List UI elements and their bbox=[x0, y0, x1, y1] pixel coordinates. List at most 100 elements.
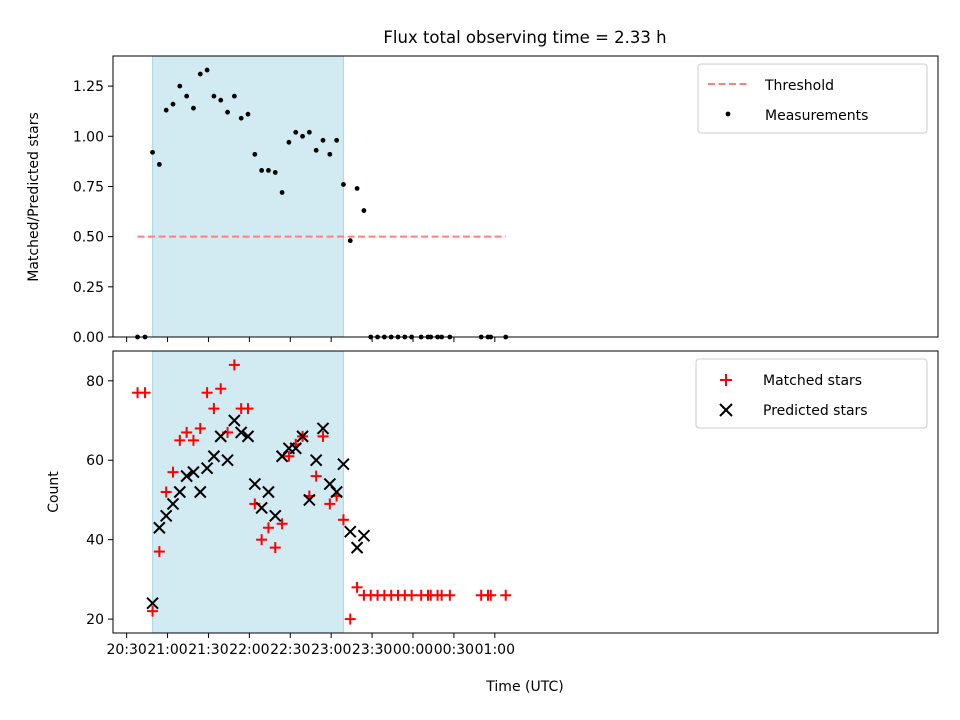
threshold-legend-label: Threshold bbox=[764, 78, 834, 94]
measurement-point bbox=[204, 67, 210, 73]
matched-star-marker bbox=[500, 589, 512, 601]
matched-star-marker bbox=[167, 466, 179, 478]
measurement-point bbox=[361, 208, 367, 213]
predicted-star-marker bbox=[228, 414, 241, 427]
predicted-star-marker bbox=[337, 457, 350, 471]
measurement-point bbox=[354, 186, 360, 191]
count-legend-box bbox=[695, 358, 928, 429]
count-y-tick-label: 60 bbox=[86, 453, 104, 469]
matched-star-marker bbox=[174, 434, 186, 446]
measurement-points bbox=[135, 67, 509, 340]
matched-star-marker bbox=[444, 589, 456, 601]
x-tick-label: 23:30 bbox=[352, 642, 392, 658]
predicted-legend-swatch bbox=[719, 403, 733, 417]
measurement-point bbox=[184, 93, 190, 99]
matched-star-marker bbox=[194, 422, 206, 434]
ratio-y-tick-label: 0.00 bbox=[73, 330, 104, 346]
predicted-star-marker bbox=[269, 509, 282, 523]
ratio-panel: 0.00 0.25 0.50 0.75 1.00 1.25 Matched/Predict… bbox=[26, 55, 939, 346]
matched-star-marker bbox=[208, 403, 220, 415]
predicted-star-marker bbox=[187, 465, 200, 479]
chart-title: Flux total observing time = 2.33 h bbox=[383, 28, 666, 47]
ratio-plot-frame bbox=[112, 55, 939, 338]
matched-star-marker bbox=[351, 581, 363, 593]
count-legend: Matched stars Predicted stars bbox=[695, 358, 928, 429]
predicted-star-marker bbox=[255, 501, 268, 515]
x-axis-label: Time (UTC) bbox=[485, 679, 563, 695]
measurement-point bbox=[163, 107, 169, 113]
matched-legend-label: Matched stars bbox=[763, 373, 862, 389]
matched-star-marker bbox=[262, 522, 274, 534]
predicted-star-marker bbox=[200, 461, 214, 475]
predicted-star-marker bbox=[180, 469, 193, 483]
measurement-point bbox=[259, 168, 265, 173]
count-observing-span bbox=[152, 350, 344, 634]
measurements-legend-label: Measurements bbox=[765, 108, 868, 124]
predicted-star-marker bbox=[296, 430, 309, 443]
matched-star-marker bbox=[181, 426, 193, 438]
measurement-point bbox=[341, 182, 346, 187]
measurement-point bbox=[293, 129, 299, 135]
measurement-point bbox=[252, 151, 258, 157]
x-tick-label: 00:00 bbox=[393, 642, 433, 658]
predicted-star-marker bbox=[248, 477, 262, 491]
predicted-star-marker bbox=[262, 485, 275, 499]
ratio-axis-ticks: 0.00 0.25 0.50 0.75 1.00 1.25 bbox=[73, 79, 496, 346]
x-tick-label: 21:30 bbox=[188, 642, 228, 658]
predicted-star-marker bbox=[309, 454, 323, 467]
ratio-legend-box bbox=[697, 63, 928, 134]
measurement-point bbox=[177, 83, 183, 89]
matched-star-markers bbox=[132, 359, 512, 625]
matched-star-marker bbox=[310, 470, 322, 482]
count-y-tick-label: 20 bbox=[86, 612, 104, 628]
x-tick-label: 01:00 bbox=[475, 642, 515, 658]
x-tick-label: 21:00 bbox=[147, 642, 187, 658]
predicted-star-marker bbox=[344, 525, 357, 538]
measurement-point bbox=[191, 105, 196, 111]
measurement-point bbox=[347, 238, 353, 244]
matched-star-marker bbox=[344, 613, 356, 625]
predicted-star-marker bbox=[194, 485, 207, 499]
ratio-y-tick-label: 0.75 bbox=[73, 179, 104, 195]
measurement-point bbox=[327, 151, 333, 157]
ratio-y-tick-label: 1.00 bbox=[73, 129, 104, 145]
predicted-star-marker bbox=[166, 497, 180, 511]
count-panel: 20:30 21:00 21:30 22:00 22:30 23:00 23:30 00:00… bbox=[46, 350, 939, 695]
x-tick-label: 20:30 bbox=[106, 642, 146, 658]
measurement-point bbox=[320, 137, 326, 143]
measurement-point bbox=[272, 170, 278, 175]
count-observing-span-rect bbox=[152, 350, 344, 634]
matched-star-marker bbox=[324, 498, 336, 510]
ratio-y-tick-label: 0.25 bbox=[73, 280, 104, 296]
predicted-star-marker bbox=[303, 493, 316, 507]
measurements-legend-swatch bbox=[725, 111, 731, 117]
matched-star-marker bbox=[160, 486, 172, 498]
count-y-tick-label: 80 bbox=[86, 374, 104, 390]
matched-star-marker bbox=[215, 383, 227, 395]
measurement-point bbox=[313, 147, 319, 153]
predicted-star-marker bbox=[153, 521, 166, 534]
predicted-star-marker bbox=[330, 485, 343, 499]
matched-star-marker bbox=[139, 387, 151, 399]
predicted-star-marker bbox=[207, 450, 221, 463]
matched-star-marker bbox=[228, 359, 240, 371]
x-tick-label: 22:00 bbox=[229, 642, 269, 658]
matched-star-marker bbox=[406, 589, 418, 601]
predicted-star-marker bbox=[214, 430, 227, 443]
measurement-point bbox=[225, 109, 230, 115]
predicted-star-markers bbox=[146, 414, 371, 610]
measurement-point bbox=[306, 129, 312, 135]
ratio-y-tick-label: 1.25 bbox=[73, 79, 104, 95]
x-tick-label: 22:30 bbox=[270, 642, 310, 658]
matched-star-marker bbox=[269, 542, 281, 554]
predicted-star-marker bbox=[241, 430, 255, 443]
predicted-legend-label: Predicted stars bbox=[763, 403, 868, 419]
measurement-point bbox=[231, 93, 237, 99]
measurement-point bbox=[279, 190, 285, 195]
matched-star-marker bbox=[317, 430, 329, 442]
measurement-point bbox=[266, 168, 271, 173]
predicted-star-marker bbox=[173, 485, 187, 499]
predicted-star-marker bbox=[234, 426, 248, 439]
predicted-star-marker bbox=[289, 442, 302, 455]
